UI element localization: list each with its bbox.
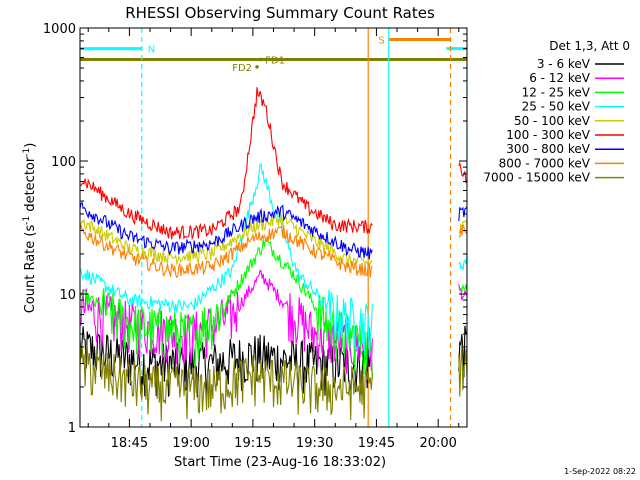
- x-tick-label: 20:00: [419, 436, 456, 451]
- y-tick-label: 1000: [43, 22, 76, 37]
- legend-label: 800 - 7000 keV: [499, 156, 591, 170]
- flag-label: FD1: [265, 55, 285, 66]
- y-tick-label: 1: [68, 421, 76, 436]
- series-line: [80, 238, 467, 380]
- series-line: [80, 344, 467, 422]
- series-layer: [80, 87, 467, 422]
- x-tick-label: 19:15: [234, 436, 271, 451]
- series-line: [80, 162, 467, 357]
- x-axis-label: Start Time (23-Aug-16 18:33:02): [174, 455, 386, 470]
- x-tick-label: 19:30: [296, 436, 333, 451]
- timestamp: 1-Sep-2022 08:22: [564, 467, 636, 476]
- plot-area: NNSFD1FD2: [80, 28, 467, 427]
- legend-label: 100 - 300 keV: [506, 128, 590, 142]
- legend-label: 12 - 25 keV: [522, 85, 591, 99]
- series-line: [80, 224, 467, 279]
- legend-label: 6 - 12 keV: [529, 71, 591, 85]
- x-tick-label: 19:00: [172, 436, 209, 451]
- flag-label: S: [378, 35, 384, 46]
- flag-marker: [259, 57, 263, 62]
- y-axis-label: Count Rate (s-1 detector-1): [22, 143, 38, 314]
- y-tick-label: 10: [59, 288, 76, 303]
- y-axis-label-sup2: -1: [22, 148, 32, 157]
- y-axis-label-main: Count Rate (s: [23, 225, 38, 314]
- x-tick-label: 18:45: [111, 436, 148, 451]
- flag-marker: [255, 65, 259, 69]
- legend-title: Det 1,3, Att 0: [549, 39, 630, 53]
- chart-title: RHESSI Observing Summary Count Rates: [125, 4, 435, 22]
- y-axis-label-end: ): [23, 143, 38, 148]
- y-tick-label: 100: [51, 155, 76, 170]
- series-line: [80, 201, 467, 260]
- flag-label: N: [148, 45, 155, 56]
- legend-label: 50 - 100 keV: [514, 114, 591, 128]
- x-tick-label: 19:45: [358, 436, 395, 451]
- legend-label: 7000 - 15000 keV: [483, 171, 590, 185]
- y-axis-label-mid: detector: [23, 156, 38, 216]
- legend-label: 25 - 50 keV: [522, 100, 591, 114]
- y-axis: 1 10 100 1000: [43, 22, 467, 436]
- x-axis: 18:45 19:00 19:15 19:30 19:45 20:00: [87, 28, 460, 451]
- y-axis-label-sup1: -1: [22, 216, 32, 225]
- legend-label: 3 - 6 keV: [537, 57, 591, 71]
- flag-label: FD2: [232, 63, 252, 74]
- legend-label: 300 - 800 keV: [506, 142, 590, 156]
- series-line: [80, 87, 467, 241]
